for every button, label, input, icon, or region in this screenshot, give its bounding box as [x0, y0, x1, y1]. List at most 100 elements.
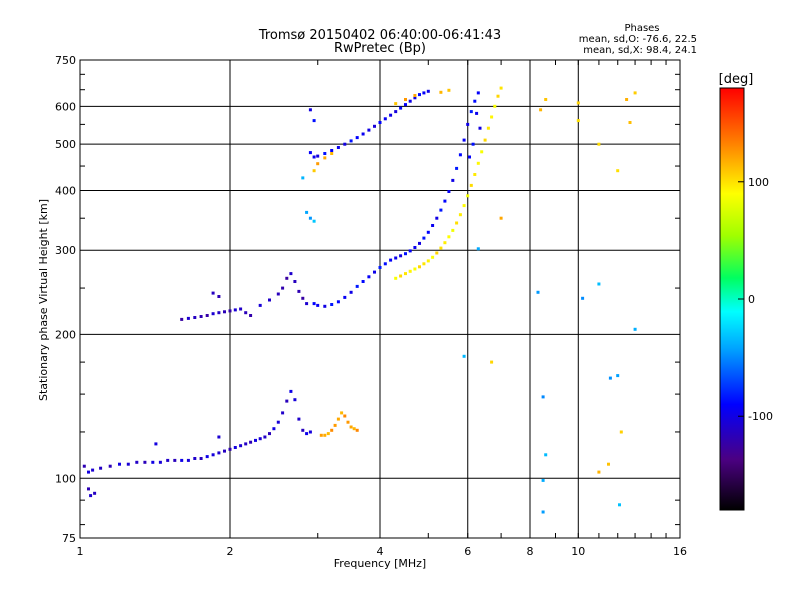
- echo-point: [305, 210, 309, 214]
- echo-point: [333, 423, 337, 427]
- echo-point: [319, 433, 323, 437]
- echo-point: [633, 327, 637, 331]
- echo-point: [305, 302, 309, 306]
- x-tick-label: 4: [377, 545, 384, 558]
- echo-point: [193, 316, 197, 319]
- y-tick-label: 750: [55, 54, 76, 67]
- echo-point: [330, 303, 334, 306]
- echo-point: [431, 255, 435, 259]
- x-tick-label: 2: [227, 545, 234, 558]
- echo-point: [217, 451, 221, 455]
- echo-point: [597, 282, 601, 286]
- echo-point: [394, 256, 398, 260]
- echo-point: [336, 146, 340, 149]
- echo-point: [541, 478, 545, 482]
- echo-point: [544, 98, 548, 101]
- echo-point: [343, 414, 347, 418]
- echo-point: [443, 241, 447, 245]
- echo-point: [483, 138, 487, 142]
- echo-point: [466, 122, 470, 126]
- echo-point: [541, 510, 545, 514]
- echo-point: [490, 360, 494, 364]
- echo-point: [413, 96, 417, 100]
- echo-point: [293, 280, 297, 283]
- echo-point: [330, 428, 334, 432]
- echo-point: [263, 435, 267, 439]
- echo-point: [618, 503, 621, 507]
- colorbar-ticks: 100 0 -100: [738, 176, 773, 423]
- echo-point: [186, 458, 190, 462]
- echo-point: [607, 462, 610, 466]
- x-tick-label: 8: [527, 545, 534, 558]
- echo-point: [451, 228, 455, 232]
- echo-point: [99, 466, 103, 470]
- echo-point: [244, 311, 248, 315]
- echo-point: [173, 458, 177, 462]
- echo-point: [389, 258, 393, 262]
- echo-point: [301, 176, 305, 180]
- echo-point: [323, 433, 327, 437]
- echo-point: [499, 86, 503, 90]
- echo-point: [413, 246, 417, 249]
- echo-point: [352, 427, 356, 431]
- echo-point: [166, 458, 170, 462]
- echo-point: [383, 262, 387, 266]
- chart-subtitle: RwPretec (Bp): [334, 41, 426, 56]
- echo-point: [471, 142, 475, 146]
- colorbar-tick-label: 0: [748, 293, 755, 306]
- phase-stats-o: mean, sd,O: -76.6, 22.5: [579, 34, 697, 45]
- echo-point: [180, 317, 184, 321]
- echo-point: [373, 270, 376, 274]
- echo-point: [462, 354, 466, 358]
- echo-point: [186, 316, 190, 320]
- echo-point: [616, 169, 620, 173]
- echo-point: [378, 266, 382, 269]
- echo-point: [394, 276, 398, 280]
- echo-point: [289, 272, 293, 276]
- echo-point: [312, 302, 316, 306]
- echo-point: [228, 447, 232, 451]
- echo-point: [462, 138, 466, 142]
- echo-point: [458, 153, 462, 157]
- echo-point: [336, 417, 340, 421]
- echo-point: [180, 458, 184, 462]
- echo-point: [276, 420, 280, 424]
- echo-point: [217, 435, 221, 439]
- echo-point: [297, 289, 301, 293]
- echo-point: [422, 91, 426, 95]
- echo-point: [205, 455, 209, 459]
- echo-point: [478, 126, 482, 130]
- echo-point: [312, 169, 316, 173]
- echo-point: [118, 462, 121, 466]
- echo-point: [490, 115, 494, 119]
- echo-point: [439, 90, 443, 94]
- echo-point: [633, 91, 637, 95]
- echo-point: [447, 235, 451, 239]
- echo-point: [343, 142, 347, 146]
- x-axis-label: Frequency [MHz]: [334, 557, 426, 570]
- x-axis: 1 2 4 6 8 10 16: [77, 60, 687, 558]
- echo-point: [244, 442, 248, 446]
- echo-point: [312, 155, 316, 159]
- echo-point: [439, 208, 443, 212]
- echo-point: [476, 247, 480, 251]
- x-tick-label: 6: [464, 545, 471, 558]
- echo-point: [431, 224, 435, 227]
- echo-point: [272, 427, 276, 431]
- echo-point: [394, 102, 398, 106]
- echo-point: [408, 269, 412, 273]
- echo-point: [258, 437, 262, 441]
- echo-point: [462, 204, 466, 208]
- echo-point: [404, 98, 407, 101]
- echo-point: [361, 132, 365, 136]
- echo-point: [469, 110, 473, 114]
- colorbar-tick-label: 100: [748, 176, 769, 189]
- echo-point: [323, 152, 327, 155]
- echo-point: [199, 457, 203, 460]
- y-tick-label: 200: [55, 328, 76, 341]
- echo-point: [367, 275, 371, 279]
- echo-point: [281, 411, 285, 415]
- echo-point: [82, 464, 86, 468]
- echo-point: [217, 295, 221, 298]
